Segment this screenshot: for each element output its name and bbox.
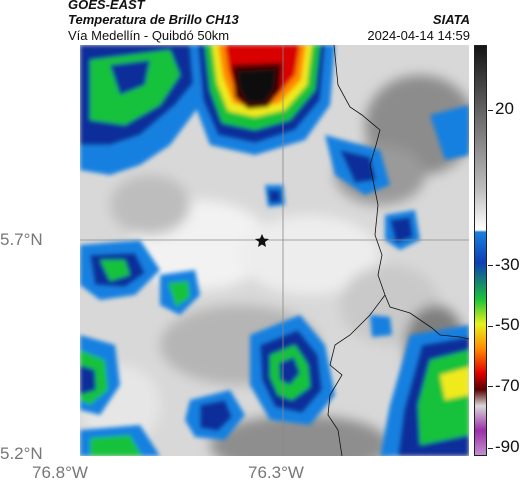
colorbar-label-neg90: -90: [495, 437, 520, 456]
route-subtitle: Vía Medellín - Quibdó 50km: [68, 28, 230, 43]
border-line-north: [333, 45, 469, 340]
longitude-label-76.3: 76.3°W: [248, 463, 304, 482]
product-title: Temperatura de Brillo CH13: [68, 12, 239, 27]
colorbar-label-neg30: -30: [495, 255, 520, 274]
satellite-map[interactable]: [80, 45, 469, 456]
colorbar-tick: [488, 265, 493, 266]
colorbar-label-20: 20: [495, 99, 514, 118]
cold-cloud-regions: [80, 45, 469, 456]
border-line-south: [327, 294, 386, 456]
colorbar-tick: [488, 386, 493, 387]
map-canvas: [80, 45, 469, 456]
latitude-label-5.7: 5.7°N: [0, 230, 43, 249]
timestamp-label: 2024-04-14 14:59: [367, 28, 470, 43]
star-icon[interactable]: [255, 234, 269, 247]
organization-label: SIATA: [432, 12, 470, 27]
colorbar-tick: [488, 448, 493, 449]
latitude-label-5.2: 5.2°N: [0, 444, 43, 463]
colorbar-tick: [488, 326, 493, 327]
colorbar-tick: [488, 110, 493, 111]
colorbar: [474, 45, 487, 456]
longitude-label-76.8: 76.8°W: [32, 463, 88, 482]
colorbar-label-neg70: -70: [495, 376, 520, 395]
colorbar-label-neg50: -50: [495, 315, 520, 334]
satellite-title: GOES-EAST: [68, 0, 145, 12]
